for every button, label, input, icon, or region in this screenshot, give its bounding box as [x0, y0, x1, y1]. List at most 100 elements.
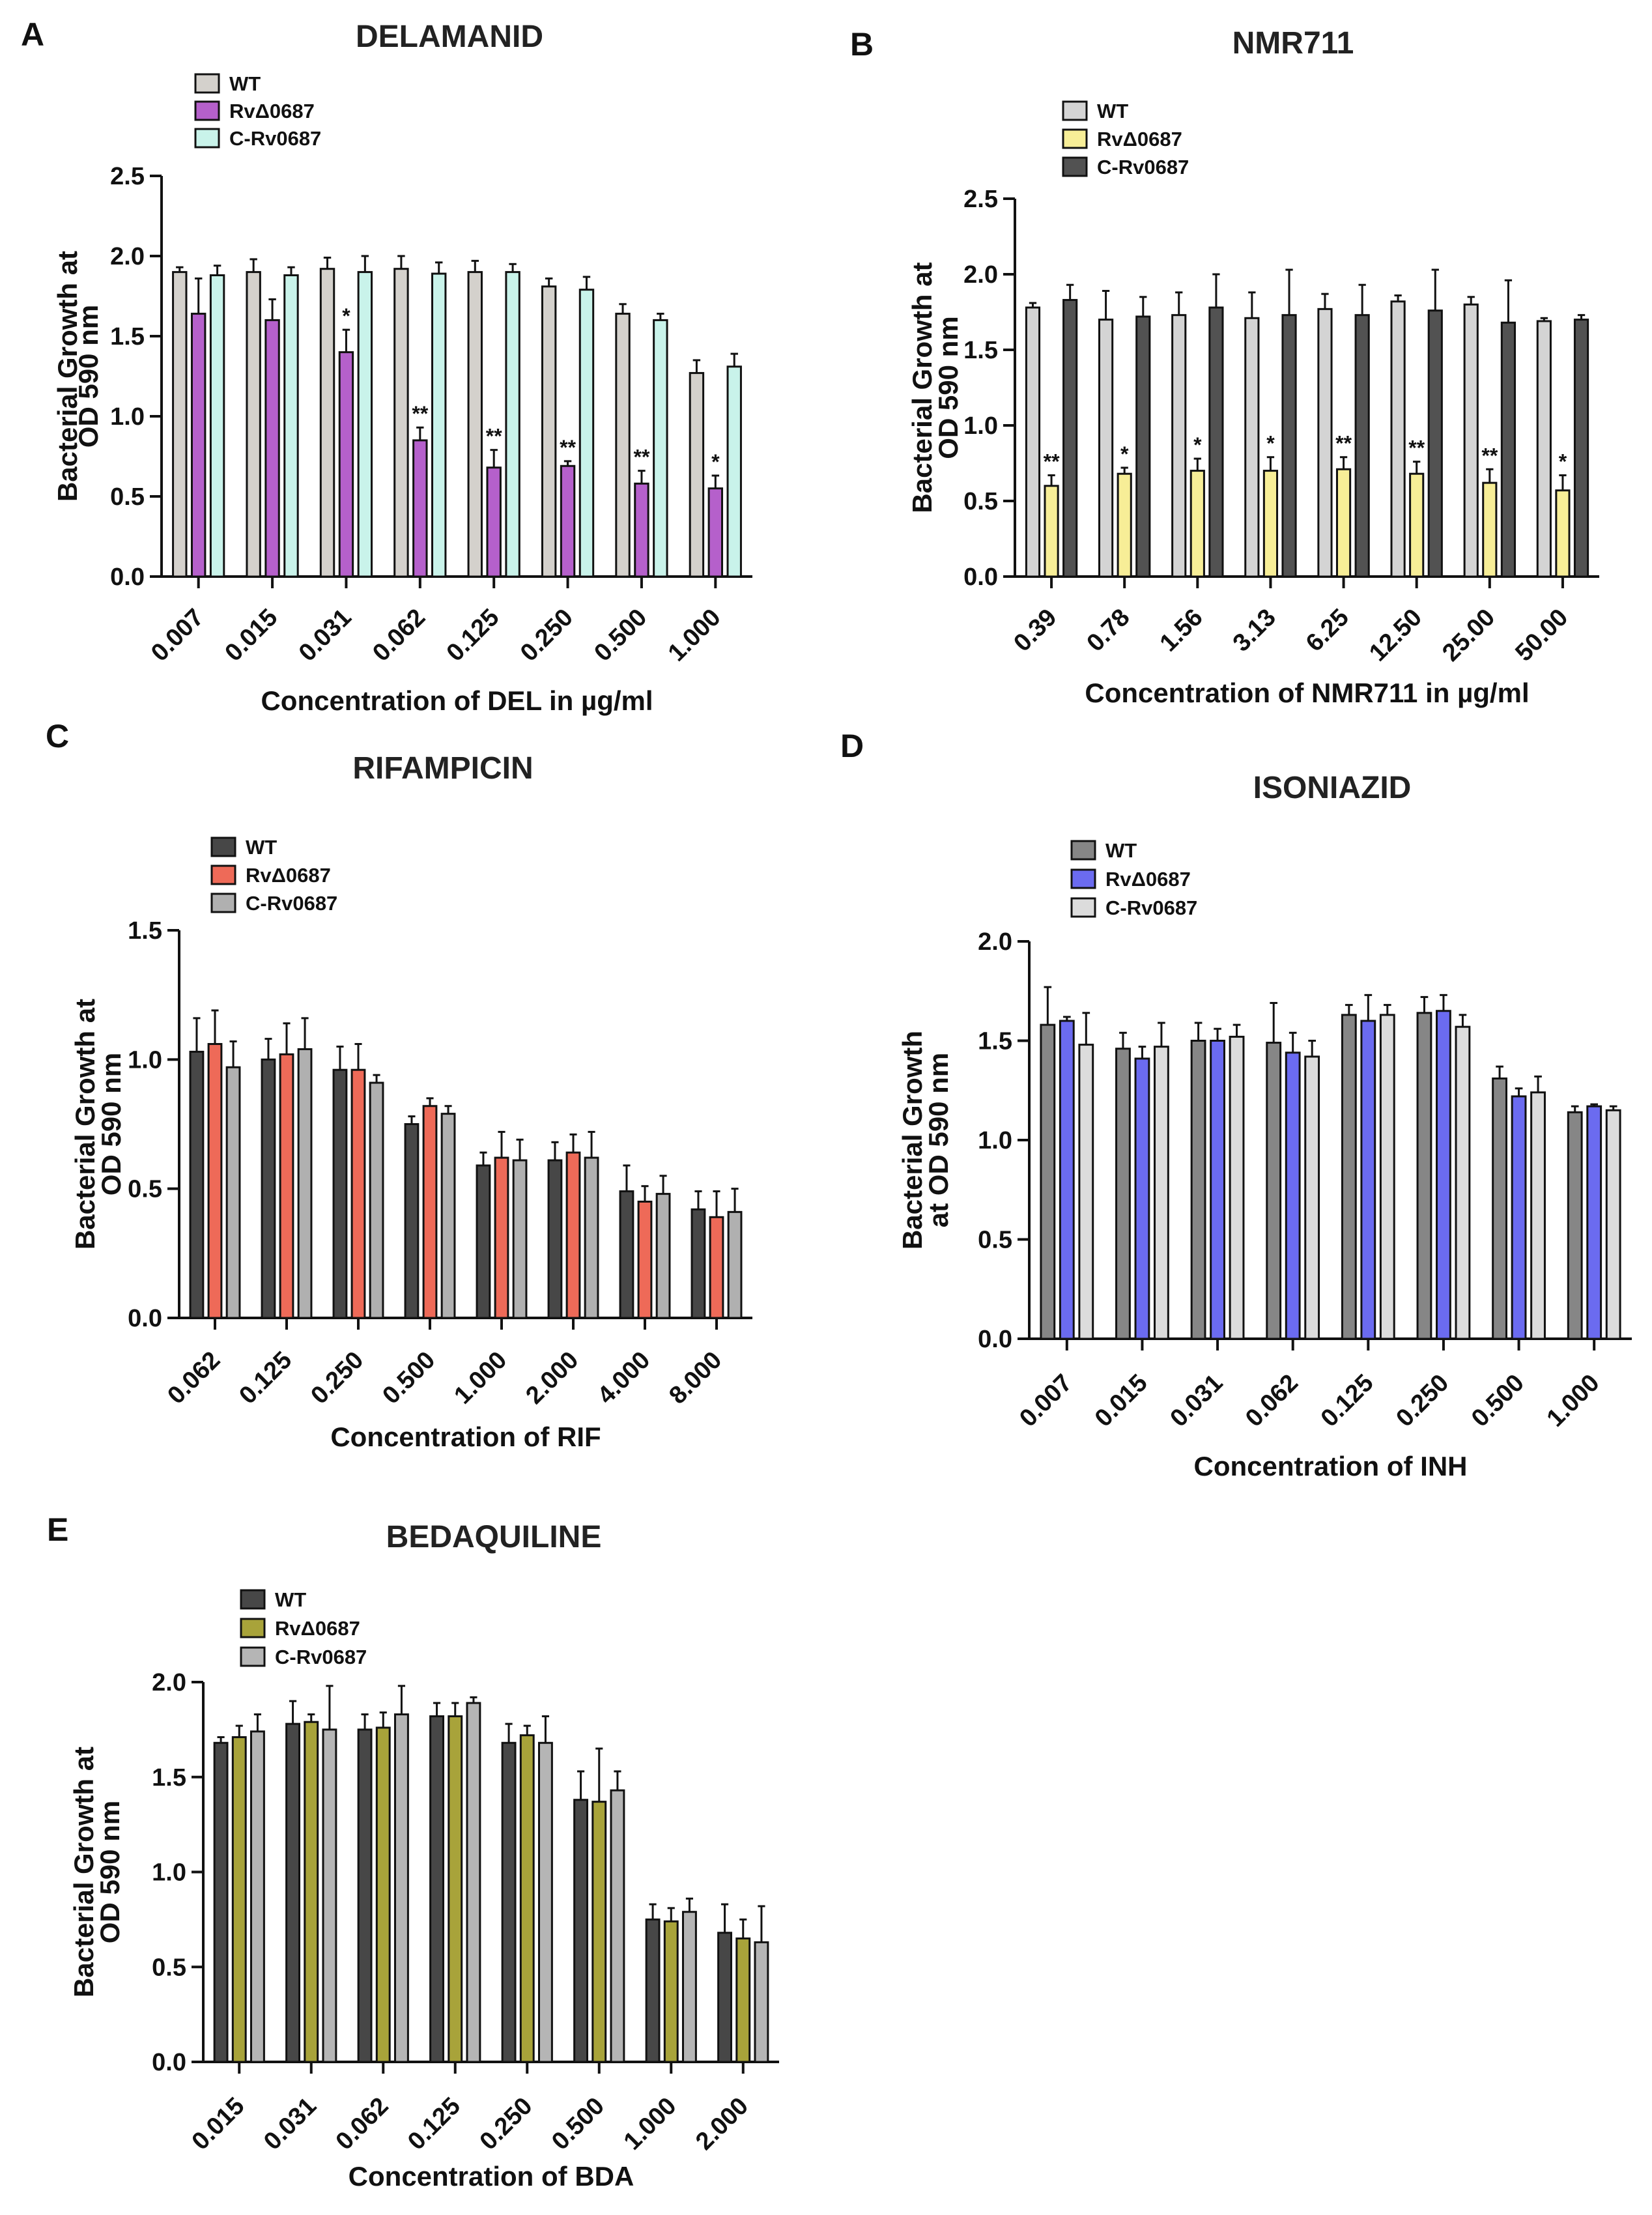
bar	[1208, 306, 1224, 578]
bar	[1210, 1040, 1225, 1340]
legend-swatch	[1062, 156, 1088, 177]
y-tick-label: 0.5	[152, 1954, 186, 1981]
y-tick-label: 1.0	[152, 1859, 186, 1887]
bar	[319, 268, 335, 578]
bar	[393, 268, 409, 578]
bar	[448, 1715, 463, 2063]
bar	[1463, 303, 1479, 578]
legend-swatch	[194, 100, 220, 121]
bar	[440, 1113, 456, 1319]
y-tick-label: 0.5	[110, 483, 145, 511]
legend-swatch	[240, 1589, 266, 1610]
y-axis-label: Bacterial Growth at	[907, 262, 937, 513]
x-axis-label: Concentration of INH	[1194, 1451, 1468, 1481]
x-tick-label: 0.125	[1316, 1369, 1379, 1433]
legend-swatch	[1062, 128, 1088, 149]
significance-mark: **	[633, 446, 649, 469]
y-axis-label: Bacterial Growth at	[70, 999, 100, 1250]
bar	[467, 271, 483, 578]
chart-title: RIFAMPICIN	[352, 751, 533, 786]
bar	[283, 274, 299, 578]
bar	[1341, 1014, 1357, 1340]
bar	[1586, 1105, 1602, 1340]
legend-swatch	[1070, 868, 1096, 889]
x-tick-label: 0.031	[294, 604, 357, 667]
panel-a: A DELAMANID WT RvΔ0687 C-Rv0687 0.0 0.5 1.0 1.5 2…	[21, 16, 752, 716]
bar	[655, 1193, 671, 1319]
bar	[429, 1715, 445, 2063]
legend: WT RvΔ0687 C-Rv0687	[1062, 100, 1189, 179]
legend-label: RvΔ0687	[1105, 868, 1191, 891]
x-tick-label: 1.000	[663, 604, 726, 667]
bar	[322, 1728, 337, 2063]
bar	[634, 482, 649, 578]
y-axis-label: at OD 590 nm	[923, 1053, 954, 1227]
bar	[1044, 485, 1059, 578]
bar	[1281, 314, 1297, 578]
bar	[209, 274, 225, 578]
x-tick-label: 0.125	[234, 1347, 297, 1410]
y-tick-label: 0.5	[128, 1176, 162, 1203]
bar	[689, 372, 705, 578]
legend-swatch	[194, 73, 220, 94]
x-tick-label: 0.500	[1466, 1369, 1530, 1433]
bar	[1171, 314, 1187, 578]
bar	[1115, 1048, 1131, 1340]
y-axis-label: OD 590 nm	[96, 1053, 126, 1195]
bar	[1354, 314, 1370, 578]
bar	[1492, 1077, 1507, 1340]
chart-title: ISONIAZID	[1253, 771, 1412, 805]
bar	[610, 1789, 625, 2063]
y-tick-label: 1.0	[128, 1046, 162, 1074]
bar	[519, 1734, 535, 2063]
bar	[1390, 300, 1406, 578]
bar	[681, 1911, 697, 2063]
bar	[297, 1048, 313, 1319]
bar	[1436, 1010, 1451, 1340]
bar	[422, 1105, 438, 1319]
legend-label: RvΔ0687	[275, 1617, 360, 1640]
legend-swatch	[194, 128, 220, 149]
bar	[225, 1066, 241, 1319]
significance-mark: **	[1481, 444, 1498, 467]
x-tick-label: 0.015	[187, 2093, 250, 2156]
x-tick-label: 0.500	[589, 604, 652, 667]
y-tick-label: 0.0	[128, 1305, 162, 1332]
y-tick-label: 0.0	[978, 1326, 1012, 1353]
bar	[707, 487, 724, 578]
panel-letter: D	[840, 728, 864, 764]
bar	[578, 289, 595, 578]
bar	[1135, 315, 1151, 578]
x-tick-label: 6.25	[1301, 604, 1354, 657]
y-tick-label: 2.0	[963, 261, 998, 289]
legend-swatch	[240, 1646, 266, 1667]
bar	[369, 1081, 384, 1319]
bar	[357, 1728, 373, 2063]
legend-label: RvΔ0687	[246, 864, 331, 887]
y-tick-label: 0.0	[152, 2049, 186, 2076]
significance-mark: *	[711, 450, 720, 474]
legend-label: C-Rv0687	[275, 1646, 367, 1668]
bar	[1455, 1025, 1471, 1340]
bar	[560, 464, 576, 578]
significance-mark: *	[1193, 433, 1202, 457]
legend-swatch	[240, 1618, 266, 1638]
y-tick-label: 0.5	[963, 488, 998, 515]
x-tick-label: 0.250	[475, 2093, 538, 2156]
bar	[189, 1050, 205, 1319]
bar	[637, 1201, 653, 1319]
significance-mark: **	[1044, 450, 1060, 474]
bar	[261, 1058, 276, 1319]
bar	[1229, 1035, 1245, 1340]
x-tick-label: 2.000	[691, 2093, 754, 2156]
legend-label: RvΔ0687	[229, 100, 315, 122]
bar	[1098, 319, 1114, 578]
x-axis-label: Concentration of DEL in µg/ml	[261, 685, 653, 716]
bar	[1285, 1051, 1301, 1340]
bar	[754, 1941, 769, 2063]
bar	[357, 271, 373, 578]
bar	[615, 313, 631, 578]
x-tick-label: 0.062	[162, 1347, 225, 1410]
y-tick-label: 1.0	[110, 403, 145, 431]
bar	[486, 466, 502, 578]
